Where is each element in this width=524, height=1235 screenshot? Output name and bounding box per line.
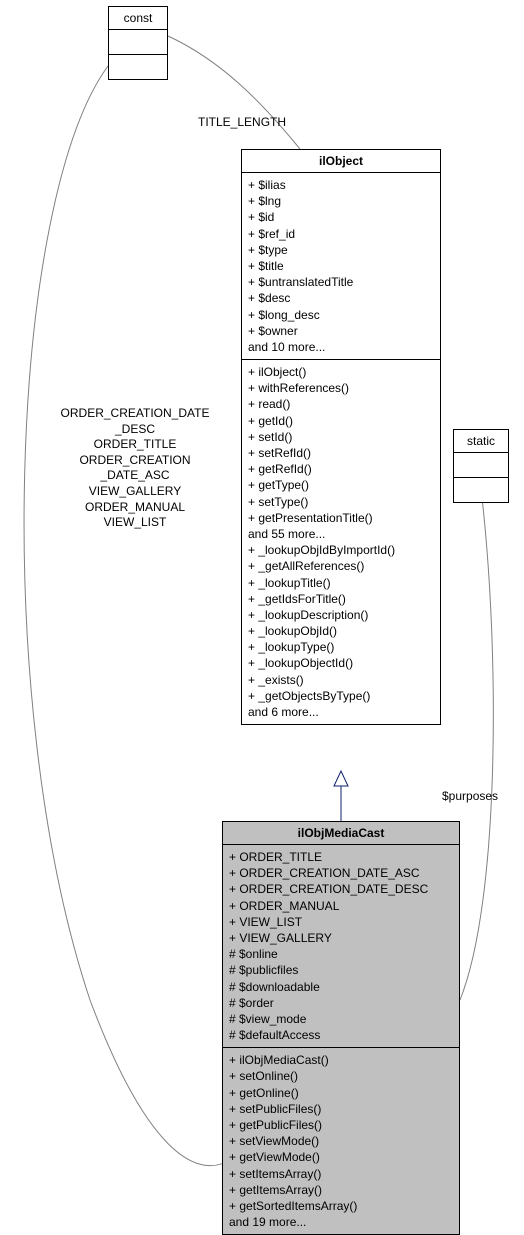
uml-row: + getId()	[248, 413, 434, 429]
uml-row: + $long_desc	[248, 307, 434, 323]
uml-row: + getPresentationTitle()	[248, 510, 434, 526]
uml-row: + _getIdsForTitle()	[248, 591, 434, 607]
label-purposes: $purposes	[442, 789, 498, 805]
label-title-length: TITLE_LENGTH	[198, 115, 286, 131]
uml-row: + _lookupObjIdByImportId()	[248, 542, 434, 558]
uml-row: and 6 more...	[248, 704, 434, 720]
uml-row: + getPublicFiles()	[229, 1117, 453, 1133]
uml-row: + _lookupType()	[248, 639, 434, 655]
const-label-line: ORDER_CREATION_DATE	[60, 406, 210, 422]
uml-row: + $id	[248, 209, 434, 225]
uml-row: + VIEW_LIST	[229, 914, 453, 930]
ilobjmediacast-attrs: + ORDER_TITLE+ ORDER_CREATION_DATE_ASC+ …	[223, 845, 459, 1048]
uml-row: and 55 more...	[248, 526, 434, 542]
uml-row: + $type	[248, 242, 434, 258]
uml-row: + setId()	[248, 429, 434, 445]
uml-row: + ORDER_CREATION_DATE_DESC	[229, 881, 453, 897]
uml-row: + $title	[248, 258, 434, 274]
ilobject-title: ilObject	[242, 150, 440, 173]
uml-row: and 10 more...	[248, 339, 434, 355]
const-label-line: ORDER_TITLE	[60, 437, 210, 453]
ilobject-attrs: + $ilias+ $lng+ $id+ $ref_id+ $type+ $ti…	[242, 173, 440, 360]
uml-row: + setType()	[248, 494, 434, 510]
const-label-line: VIEW_GALLERY	[60, 484, 210, 500]
uml-row: + _lookupObjId()	[248, 623, 434, 639]
ilobjmediacast-title: ilObjMediaCast	[223, 822, 459, 845]
uml-row: + withReferences()	[248, 380, 434, 396]
const-label-line: _DATE_ASC	[60, 468, 210, 484]
uml-row: + ORDER_MANUAL	[229, 898, 453, 914]
uml-row: # $online	[229, 946, 453, 962]
uml-row: + ilObjMediaCast()	[229, 1052, 453, 1068]
uml-row: + $ref_id	[248, 226, 434, 242]
static-section-1	[454, 453, 508, 478]
label-const-lines: ORDER_CREATION_DATE_DESCORDER_TITLEORDER…	[60, 406, 210, 531]
uml-row: + ORDER_CREATION_DATE_ASC	[229, 865, 453, 881]
ilobjmediacast-box: ilObjMediaCast + ORDER_TITLE+ ORDER_CREA…	[222, 821, 460, 1235]
uml-row: + $desc	[248, 290, 434, 306]
static-title: static	[454, 430, 508, 453]
uml-row: + getRefId()	[248, 461, 434, 477]
uml-row: + getItemsArray()	[229, 1182, 453, 1198]
static-box: static	[453, 429, 509, 503]
uml-row: + setRefId()	[248, 445, 434, 461]
uml-row: and 19 more...	[229, 1214, 453, 1230]
const-section-1	[109, 30, 167, 55]
uml-row: + setViewMode()	[229, 1133, 453, 1149]
const-box: const	[108, 6, 168, 80]
uml-row: + $ilias	[248, 177, 434, 193]
const-label-line: VIEW_LIST	[60, 515, 210, 531]
uml-row: # $order	[229, 995, 453, 1011]
uml-row: + getType()	[248, 477, 434, 493]
ilobject-ops: + ilObject()+ withReferences()+ read()+ …	[242, 360, 440, 724]
uml-row: + _lookupTitle()	[248, 575, 434, 591]
static-section-2	[454, 478, 508, 502]
uml-row: + _getObjectsByType()	[248, 688, 434, 704]
uml-row: + _getAllReferences()	[248, 558, 434, 574]
uml-row: + _lookupDescription()	[248, 607, 434, 623]
uml-row: + $lng	[248, 193, 434, 209]
uml-row: + $untranslatedTitle	[248, 274, 434, 290]
ilobjmediacast-ops: + ilObjMediaCast()+ setOnline()+ getOnli…	[223, 1048, 459, 1234]
uml-row: + getOnline()	[229, 1085, 453, 1101]
uml-row: # $view_mode	[229, 1011, 453, 1027]
uml-row: + $owner	[248, 323, 434, 339]
uml-row: + _exists()	[248, 672, 434, 688]
uml-row: + VIEW_GALLERY	[229, 930, 453, 946]
uml-row: # $downloadable	[229, 979, 453, 995]
uml-row: # $defaultAccess	[229, 1027, 453, 1043]
uml-row: + getSortedItemsArray()	[229, 1198, 453, 1214]
uml-row: + read()	[248, 396, 434, 412]
uml-row: + _lookupObjectId()	[248, 655, 434, 671]
const-section-2	[109, 55, 167, 79]
uml-row: + setPublicFiles()	[229, 1101, 453, 1117]
uml-row: + ORDER_TITLE	[229, 849, 453, 865]
const-label-line: _DESC	[60, 422, 210, 438]
const-title: const	[109, 7, 167, 30]
uml-row: + ilObject()	[248, 364, 434, 380]
uml-row: # $publicfiles	[229, 962, 453, 978]
uml-row: + getViewMode()	[229, 1149, 453, 1165]
ilobject-box: ilObject + $ilias+ $lng+ $id+ $ref_id+ $…	[241, 149, 441, 725]
uml-row: + setItemsArray()	[229, 1166, 453, 1182]
uml-row: + setOnline()	[229, 1068, 453, 1084]
const-label-line: ORDER_MANUAL	[60, 500, 210, 516]
const-label-line: ORDER_CREATION	[60, 453, 210, 469]
